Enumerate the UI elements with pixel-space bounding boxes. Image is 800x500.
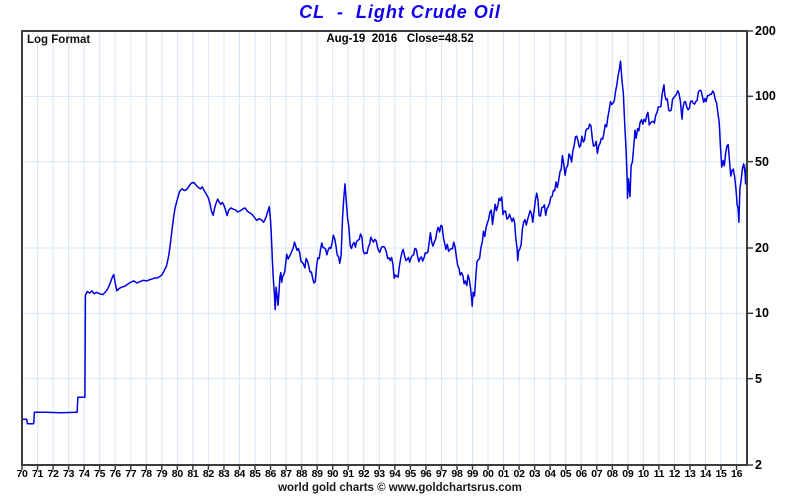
x-tick-label: 85 <box>249 468 261 480</box>
y-tick-label: 10 <box>755 306 769 321</box>
x-tick-label: 95 <box>404 468 416 480</box>
footer-credit: world gold charts © www.goldchartsrus.co… <box>278 482 522 494</box>
x-tick-label: 12 <box>668 468 680 480</box>
x-tick-label: 83 <box>218 468 230 480</box>
x-tick-label: 78 <box>140 468 152 480</box>
x-tick-label: 91 <box>342 468 354 480</box>
x-tick-label: 00 <box>482 468 494 480</box>
y-tick-label: 2 <box>755 458 762 472</box>
x-tick-label: 81 <box>187 468 199 480</box>
page-title: CL - Light Crude Oil <box>299 2 501 22</box>
x-tick-label: 99 <box>466 468 479 480</box>
x-tick-label: 06 <box>575 468 587 480</box>
x-tick-label: 02 <box>513 468 525 480</box>
x-tick-label: 14 <box>699 468 712 480</box>
x-tick-label: 08 <box>606 468 618 480</box>
x-tick-label: 96 <box>420 468 432 480</box>
y-tick-label: 100 <box>755 89 776 104</box>
x-tick-label: 84 <box>233 468 246 480</box>
x-tick-label: 80 <box>171 468 183 480</box>
x-tick-label: 04 <box>544 468 556 480</box>
x-tick-label: 92 <box>358 468 370 480</box>
x-tick-label: 01 <box>498 468 510 480</box>
x-tick-label: 13 <box>684 468 696 480</box>
x-tick-label: 70 <box>16 468 28 480</box>
x-tick-label: 05 <box>560 468 572 480</box>
x-tick-label: 71 <box>31 468 44 480</box>
x-tick-label: 90 <box>327 468 339 480</box>
x-tick-label: 75 <box>94 468 106 480</box>
y-tick-label: 5 <box>755 371 762 386</box>
x-tick-label: 87 <box>280 468 292 480</box>
x-tick-label: 74 <box>78 468 90 480</box>
x-tick-label: 73 <box>63 468 75 480</box>
x-tick-label: 15 <box>715 468 727 480</box>
x-tick-label: 94 <box>389 468 401 480</box>
y-tick-label: 200 <box>755 24 776 38</box>
x-tick-label: 72 <box>47 468 59 480</box>
y-tick-label: 20 <box>755 241 769 255</box>
x-tick-label: 07 <box>591 468 603 480</box>
x-tick-label: 77 <box>125 468 137 480</box>
x-tick-label: 98 <box>451 468 463 480</box>
x-tick-label: 86 <box>265 468 277 480</box>
x-tick-label: 89 <box>311 468 323 480</box>
x-tick-label: 09 <box>622 468 634 480</box>
x-tick-label: 97 <box>435 468 447 480</box>
x-tick-label: 11 <box>653 468 665 480</box>
x-tick-label: 88 <box>296 468 308 480</box>
x-tick-label: 10 <box>637 468 649 480</box>
last-close-annotation: Aug-19 2016 Close=48.52 <box>326 33 474 45</box>
log-scale-label: Log Format <box>27 34 91 46</box>
y-tick-label: 50 <box>755 154 769 169</box>
x-tick-label: 79 <box>156 468 168 480</box>
x-tick-label: 82 <box>202 468 214 480</box>
x-tick-label: 93 <box>373 468 385 480</box>
price-line <box>21 60 748 425</box>
x-tick-label: 16 <box>731 468 743 480</box>
x-tick-label: 03 <box>529 468 541 480</box>
x-tick-label: 76 <box>109 468 121 480</box>
